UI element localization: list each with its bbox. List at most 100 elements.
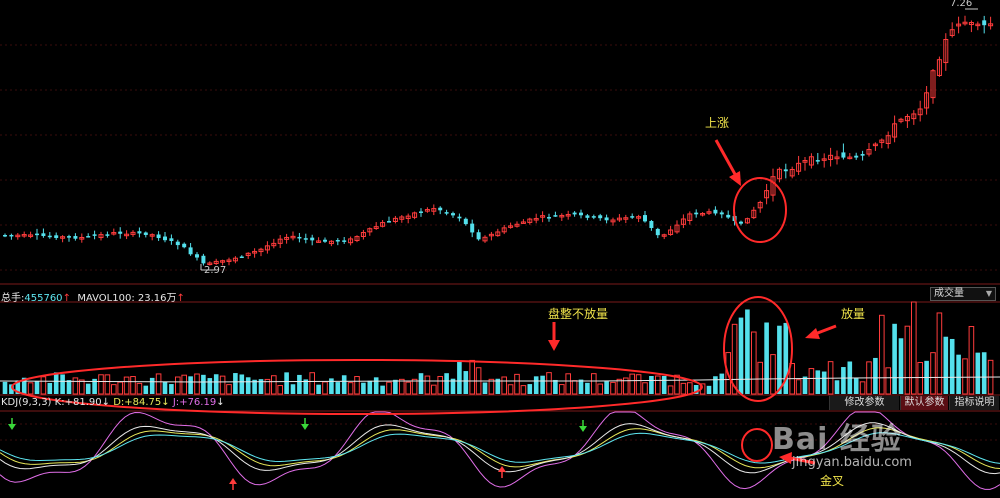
candle-body	[342, 240, 347, 242]
candle-body	[98, 234, 104, 239]
indicator-select[interactable]: 成交量 ▼	[930, 287, 996, 301]
volume-bar	[757, 361, 764, 395]
volume-bar	[635, 374, 642, 395]
volume-bar	[175, 376, 181, 395]
volume-bar	[853, 378, 859, 394]
candle-body	[744, 218, 750, 224]
j-label: J:	[172, 397, 180, 408]
mavol-label: MAVOL100:	[77, 293, 135, 304]
volume-bar	[553, 379, 558, 394]
candle-body	[917, 108, 923, 116]
candle-body	[399, 216, 405, 220]
candle-body	[15, 234, 21, 238]
volume-bar	[936, 312, 943, 395]
volume-bar	[79, 379, 85, 395]
candle-body	[258, 248, 264, 253]
candle-body	[739, 221, 743, 224]
candle-body	[700, 212, 706, 216]
volume-bar	[34, 381, 40, 394]
candle-body	[776, 168, 782, 180]
candle-body	[757, 201, 763, 209]
volume-bar	[239, 374, 245, 394]
volume-bar	[981, 352, 987, 394]
candle-body	[764, 190, 770, 199]
candle-body	[438, 207, 443, 211]
candle-body	[380, 222, 386, 227]
volume-bar	[290, 384, 296, 394]
candle-body	[149, 234, 155, 237]
volume-bar	[60, 374, 65, 394]
total-value: 455760	[24, 293, 63, 304]
volume-bar	[411, 378, 418, 395]
arrow-head-icon	[729, 171, 741, 186]
candle-body	[565, 214, 571, 217]
volume-bar	[904, 325, 911, 395]
candle-body	[9, 234, 14, 237]
candle-body	[201, 255, 206, 264]
volume-bar	[194, 373, 200, 395]
volume-bar	[258, 379, 264, 394]
candle-body	[252, 250, 258, 254]
candle-body	[808, 156, 814, 166]
volume-bar	[898, 338, 904, 394]
candle-body	[968, 22, 974, 26]
down-arrow-icon: ↓	[216, 397, 225, 408]
modify-params-button[interactable]: 修改参数	[829, 396, 899, 410]
indicator-help-button[interactable]: 指标说明	[949, 396, 999, 410]
volume-bar	[245, 377, 251, 394]
volume-bar	[949, 338, 955, 394]
volume-bar	[347, 382, 354, 395]
volume-bar	[706, 385, 712, 394]
candle-body	[655, 228, 660, 236]
volume-bar	[892, 323, 897, 394]
candle-body	[463, 218, 468, 225]
volume-bar	[188, 376, 193, 394]
candle-body	[591, 216, 596, 218]
volume-bar	[297, 374, 302, 394]
volume-bar	[169, 384, 174, 394]
kdj-title: KDJ(9,3,3)	[1, 397, 52, 408]
volume-bar	[264, 378, 271, 395]
candle-body	[828, 154, 834, 160]
candle-body	[444, 212, 449, 214]
volume-bar	[399, 378, 405, 395]
volume-bar	[85, 383, 91, 394]
candle-body	[47, 235, 52, 238]
volume-bar	[162, 381, 168, 394]
volume-bar	[393, 379, 398, 394]
volume-bar	[604, 381, 609, 394]
candle-body	[303, 238, 308, 240]
volume-bar	[783, 322, 789, 394]
candle-body	[687, 213, 693, 221]
volume-up-annotation: 放量	[841, 307, 866, 321]
volume-bar	[92, 378, 97, 394]
candle-body	[482, 236, 488, 242]
arrow-head-icon	[805, 328, 820, 339]
candle-body	[604, 217, 609, 221]
candle-body	[949, 29, 955, 36]
volume-bar	[745, 309, 750, 394]
volume-bar	[380, 385, 385, 394]
candle-body	[616, 217, 622, 221]
up-arrow-icon: ↑	[176, 293, 185, 304]
golden-cross-circle	[741, 428, 773, 462]
sell-arrow-icon	[579, 426, 587, 432]
volume-bar	[322, 381, 328, 395]
volume-bar	[507, 384, 514, 395]
volume-bar	[104, 374, 111, 395]
volume-bar	[66, 380, 72, 394]
arrow-head-icon	[779, 452, 792, 464]
volume-bar	[271, 375, 277, 395]
candle-body	[412, 212, 418, 218]
candlestick-series	[3, 15, 994, 266]
candle-body	[514, 223, 520, 227]
buy-arrow-icon	[229, 478, 237, 484]
volume-bar	[424, 375, 431, 395]
volume-bar	[623, 377, 629, 395]
candle-body	[668, 229, 674, 235]
candle-body	[488, 233, 494, 237]
candle-body	[3, 234, 7, 237]
default-params-button[interactable]: 默认参数	[900, 396, 948, 410]
candle-body	[54, 235, 59, 238]
candle-body	[547, 217, 551, 219]
